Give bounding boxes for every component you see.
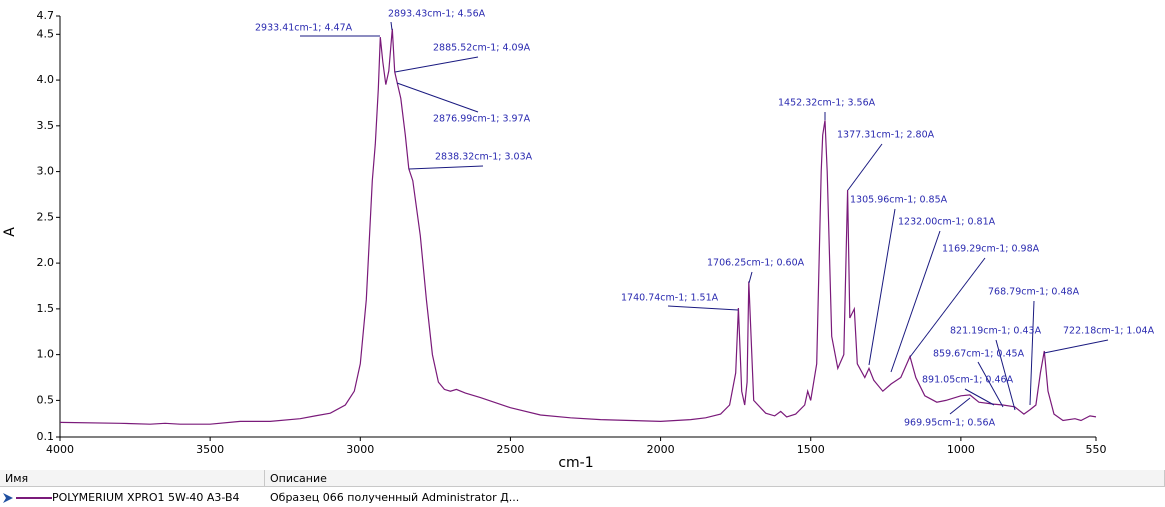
- x-tick-label: 3500: [196, 443, 224, 456]
- annotation-leader: [890, 230, 941, 373]
- series-description[interactable]: Образец 066 полученный Administrator Д..…: [270, 491, 520, 504]
- column-header[interactable]: Имя: [0, 470, 265, 487]
- chart: A cm-1 0.1 0.5 1.0 1.5 2.0 2.5 3.0 3.5 4.0 4.5 4.7…: [2, 9, 1155, 471]
- x-tick-label: 1000: [947, 443, 975, 456]
- x-tick-label: 2500: [496, 443, 524, 456]
- annotation-leader: [909, 257, 986, 358]
- annotation-leader: [1029, 300, 1035, 406]
- peak-annotation: 2893.43cm-1; 4.56A: [388, 9, 486, 20]
- peak-annotation: 768.79cm-1; 0.48A: [988, 287, 1080, 298]
- y-tick-label: 1.5: [37, 302, 55, 315]
- row-arrow: [3, 493, 13, 503]
- peak-annotation: 1169.29cm-1; 0.98A: [942, 244, 1040, 255]
- peak-annotation: 859.67cm-1; 0.45A: [933, 349, 1025, 360]
- x-tick-label: 2000: [647, 443, 675, 456]
- x-axis-label: cm-1: [558, 455, 593, 470]
- annotation-leader: [847, 143, 883, 191]
- annotation-leader: [949, 397, 971, 415]
- y-tick-label: 4.7: [37, 9, 55, 22]
- peak-annotation: 2838.32cm-1; 3.03A: [435, 152, 533, 163]
- peak-annotation: 821.19cm-1; 0.43A: [950, 326, 1042, 337]
- peak-annotation: 1706.25cm-1; 0.60A: [707, 258, 805, 269]
- annotation-leader: [394, 56, 479, 73]
- column-header[interactable]: Описание: [265, 470, 1165, 487]
- annotation-leader: [396, 82, 479, 113]
- y-tick-label: 2.0: [37, 256, 55, 269]
- peak-annotation: 722.18cm-1; 1.04A: [1063, 326, 1155, 337]
- peak-annotation: 1377.31cm-1; 2.80A: [837, 130, 935, 141]
- peak-annotation: 2876.99cm-1; 3.97A: [433, 114, 531, 125]
- annotation-leader: [995, 339, 1016, 411]
- peak-annotation: 1740.74cm-1; 1.51A: [621, 293, 719, 304]
- y-tick-label: 4.5: [37, 27, 55, 40]
- y-tick-label: 0.1: [37, 430, 55, 443]
- peak-annotation: 1452.32cm-1; 3.56A: [778, 98, 876, 109]
- annotation-leader: [1043, 339, 1109, 354]
- peak-annotation: 969.95cm-1; 0.56A: [904, 418, 996, 429]
- annotation-leader: [977, 361, 1004, 408]
- y-tick-label: 4.0: [37, 73, 55, 86]
- x-tick-label: 550: [1086, 443, 1107, 456]
- peak-annotation: 891.05cm-1; 0.46A: [922, 375, 1014, 386]
- x-tick-label: 1500: [797, 443, 825, 456]
- annotation-leader: [748, 271, 753, 284]
- legend-table: Имя Описание POLYMERIUM XPRO1 5W-40 A3-B…: [0, 470, 1165, 507]
- y-tick-label: 0.5: [37, 393, 55, 406]
- series-icon: [3, 493, 52, 503]
- y-tick-label: 1.0: [37, 348, 55, 361]
- y-axis-label: A: [2, 227, 18, 237]
- peak-annotation: 1232.00cm-1; 0.81A: [898, 217, 996, 228]
- series-name[interactable]: POLYMERIUM XPRO1 5W-40 A3-B4: [52, 491, 240, 504]
- annotation-leader: [408, 165, 484, 170]
- spectrum-line: [59, 28, 1097, 425]
- peak-annotation: 1305.96cm-1; 0.85A: [850, 195, 948, 206]
- x-tick-label: 3000: [346, 443, 374, 456]
- y-tick-label: 2.5: [37, 210, 55, 223]
- y-tick-label: 3.0: [37, 165, 55, 178]
- x-tick-label: 4000: [46, 443, 74, 456]
- annotation-leader: [868, 208, 896, 366]
- annotation-leader: [964, 388, 995, 406]
- y-tick-label: 3.5: [37, 119, 55, 132]
- annotation-leader: [667, 305, 739, 311]
- peak-annotation: 2885.52cm-1; 4.09A: [433, 43, 531, 54]
- peak-annotation: 2933.41cm-1; 4.47A: [255, 23, 353, 34]
- annotation-leader: [390, 21, 393, 31]
